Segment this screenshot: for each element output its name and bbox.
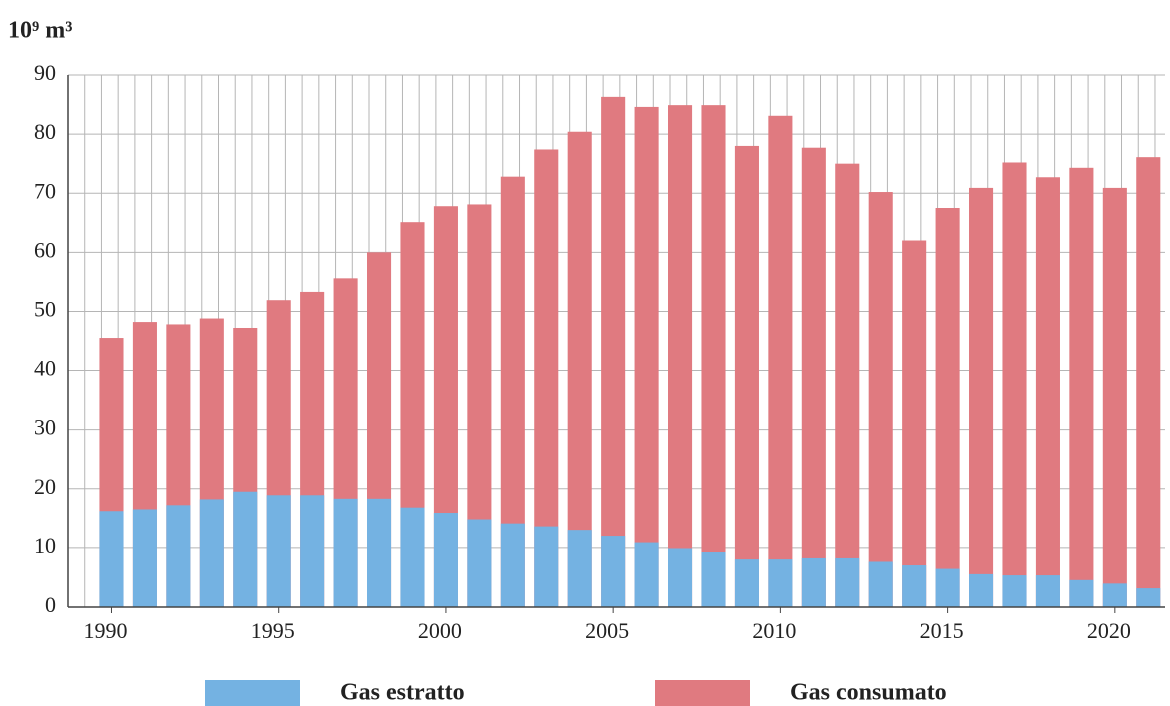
bar (969, 187, 994, 607)
x-tick-label: 1995 (251, 618, 295, 643)
bar (534, 526, 559, 607)
bar (734, 559, 759, 607)
bar (801, 147, 826, 607)
bar (166, 505, 191, 607)
bar (634, 106, 659, 608)
bar (199, 499, 224, 607)
bar (835, 163, 860, 607)
bar (333, 498, 358, 607)
bar (500, 523, 525, 607)
x-tick-label: 2000 (418, 618, 462, 643)
bar (835, 557, 860, 607)
bar (1136, 157, 1161, 608)
legend-swatch (655, 680, 750, 706)
bar (1102, 187, 1127, 607)
bar (1035, 575, 1060, 607)
bar (300, 495, 325, 607)
y-tick-label: 40 (34, 356, 56, 381)
x-tick-label: 1990 (83, 618, 127, 643)
y-tick-label: 30 (34, 415, 56, 440)
bar (801, 557, 826, 607)
bar (668, 105, 693, 607)
bar (668, 548, 693, 607)
bar (768, 115, 793, 607)
y-tick-label: 70 (34, 178, 56, 203)
bar (433, 513, 458, 607)
bar (701, 105, 726, 607)
y-tick-label: 90 (34, 60, 56, 85)
bar (902, 240, 927, 607)
bar (366, 498, 392, 607)
bar (1002, 162, 1027, 608)
bar (1035, 177, 1060, 608)
y-tick-label: 60 (34, 237, 56, 262)
bar (567, 530, 592, 607)
y-tick-label: 80 (34, 119, 56, 144)
bar (266, 495, 291, 607)
bar (935, 568, 960, 607)
legend-label: Gas estratto (340, 680, 465, 706)
bar (1002, 575, 1027, 607)
bar (1136, 588, 1161, 607)
x-tick-label: 2020 (1087, 618, 1131, 643)
x-tick-label: 2005 (585, 618, 629, 643)
bar (99, 511, 124, 607)
bar (1069, 579, 1094, 607)
bar (902, 565, 927, 607)
bar (1069, 167, 1094, 607)
bar (567, 131, 592, 607)
bar (601, 536, 626, 607)
y-axis-label: 10⁹ m³ (8, 18, 72, 44)
bar (1102, 583, 1127, 607)
bar (233, 491, 258, 607)
bar (935, 208, 960, 607)
bar (132, 509, 157, 607)
y-tick-label: 50 (34, 296, 56, 321)
bar (734, 145, 759, 607)
x-tick-label: 2015 (920, 618, 964, 643)
bar (969, 573, 994, 607)
x-tick-label: 2010 (752, 618, 796, 643)
bar (467, 519, 492, 607)
bar (868, 561, 893, 607)
y-tick-label: 10 (34, 533, 56, 558)
bar (768, 559, 793, 607)
legend-swatch (205, 680, 300, 706)
y-tick-label: 20 (34, 474, 56, 499)
bar (868, 192, 893, 608)
bar (400, 507, 425, 607)
y-tick-label: 0 (45, 592, 56, 617)
bar (701, 552, 726, 607)
legend-label: Gas consumato (790, 680, 947, 706)
bar (634, 542, 659, 607)
bar (601, 96, 626, 608)
